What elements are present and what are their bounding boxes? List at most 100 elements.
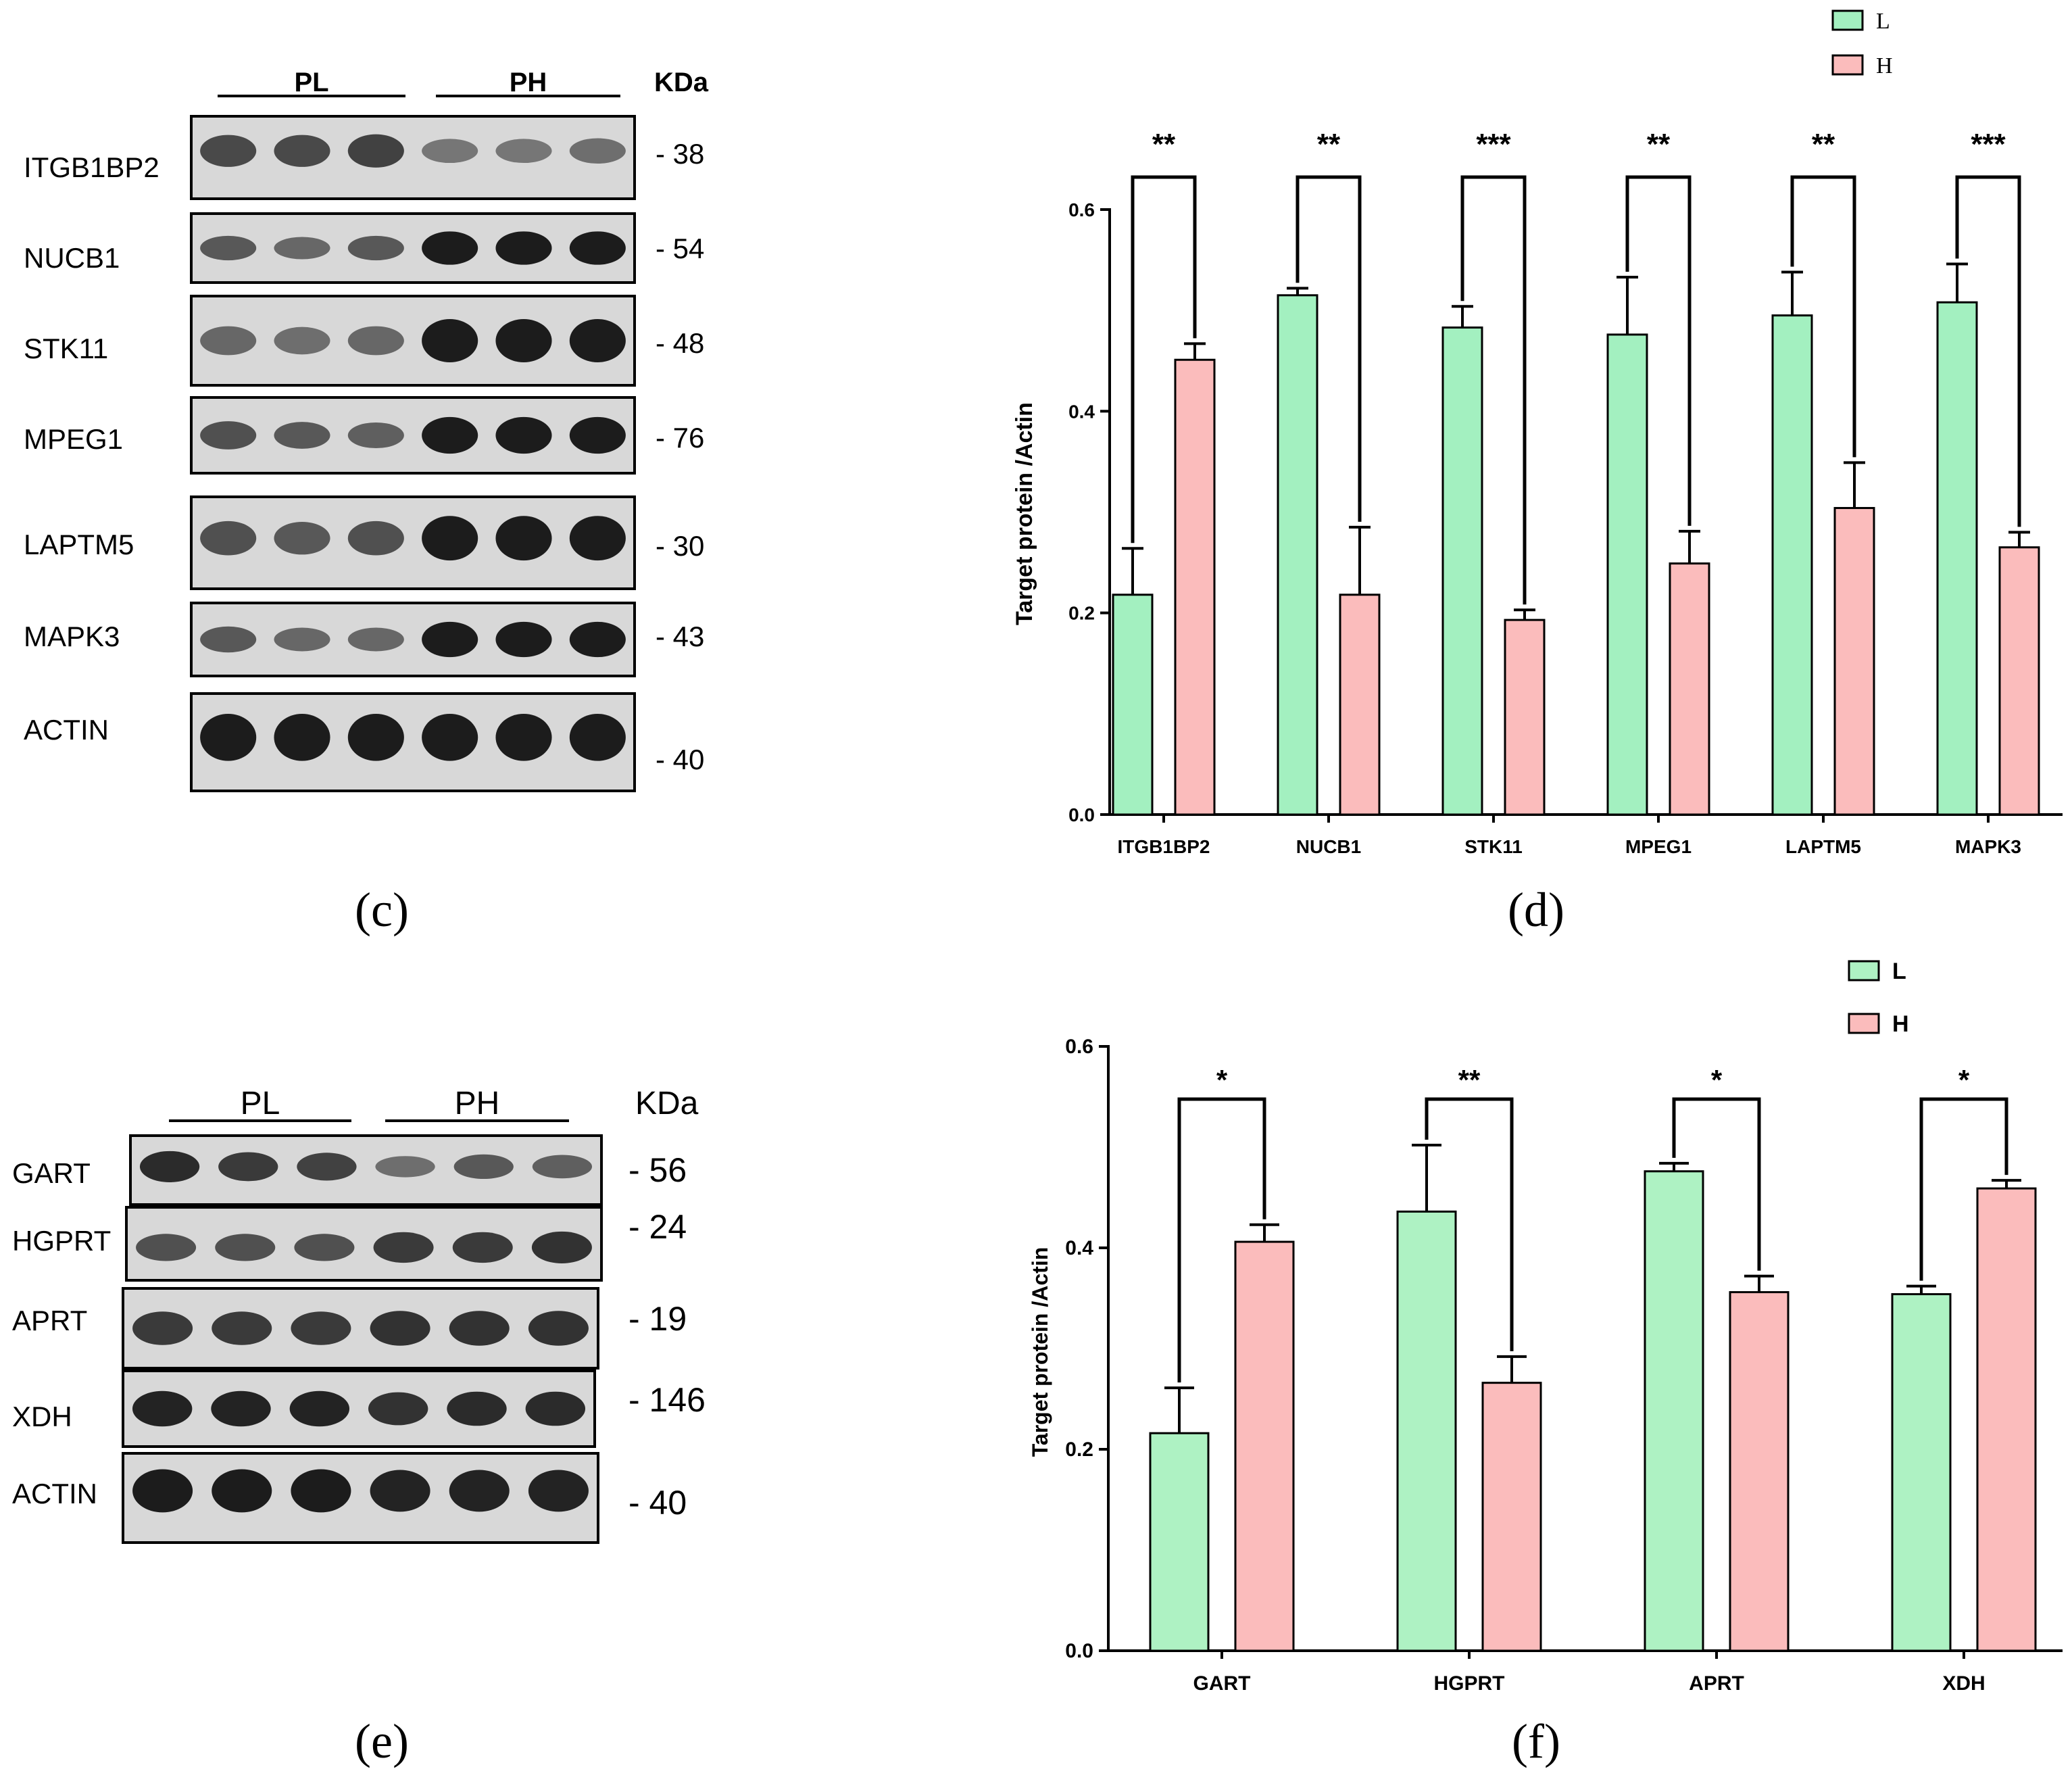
- band-mapk3-lane-4: [422, 621, 478, 658]
- panel-e-label: (e): [355, 1714, 409, 1768]
- protein-label-nucb1: NUCB1: [24, 242, 120, 274]
- band-stk11-lane-3: [347, 326, 404, 356]
- band-stk11-lane-2: [274, 326, 330, 355]
- band-xdh-lane-6: [525, 1391, 586, 1426]
- legend-swatch-h: [1848, 1013, 1880, 1034]
- significance-label-mpeg1: **: [1647, 128, 1671, 161]
- significance-label-xdh: *: [1958, 1064, 1970, 1096]
- band-nucb1-lane-4: [422, 231, 478, 265]
- band-actin-lane-5: [495, 713, 552, 761]
- significance-bracket-laptm5: [1790, 175, 1856, 458]
- y-tick-label: 0.4: [1068, 401, 1095, 422]
- band-mpeg1-lane-3: [347, 422, 404, 449]
- band-actin-lane-5: [449, 1470, 510, 1512]
- band-hgprt-lane-4: [373, 1232, 434, 1263]
- bar-l-xdh: [1891, 1293, 1952, 1652]
- band-laptm5-lane-1: [200, 520, 257, 556]
- blot-strip-xdh: [122, 1370, 596, 1448]
- protein-label-mpeg1: MPEG1: [24, 423, 123, 455]
- band-laptm5-lane-6: [569, 516, 626, 561]
- band-actin-lane-2: [212, 1469, 272, 1513]
- legend-swatch-h: [1831, 54, 1864, 76]
- panel-c-label: (c): [355, 883, 409, 937]
- bar-l-nucb1: [1277, 294, 1318, 816]
- panel-e-western-blot: PL PH KDa GART - 56 HGPRT - 24 APRT - 19 XDH - 146…: [12, 1086, 706, 1544]
- band-itgb1bp2-lane-6: [569, 138, 626, 164]
- protein-label-itgb1bp2: ITGB1BP2: [24, 151, 159, 183]
- band-laptm5-lane-2: [274, 521, 330, 555]
- x-tick-label-mapk3: MAPK3: [1955, 836, 2021, 857]
- band-hgprt-lane-5: [452, 1232, 513, 1263]
- y-axis-label: Target protein /Actin: [1028, 1247, 1052, 1457]
- band-itgb1bp2-lane-4: [422, 139, 478, 164]
- group-label-ph: PH: [455, 1086, 500, 1121]
- kda-header: KDa: [654, 68, 709, 97]
- band-stk11-lane-5: [495, 319, 552, 362]
- band-stk11-lane-6: [569, 319, 626, 362]
- significance-label-itgb1bp2: **: [1152, 128, 1176, 161]
- significance-bracket-gart: [1177, 1097, 1266, 1383]
- bar-h-laptm5: [1833, 507, 1875, 816]
- band-nucb1-lane-6: [569, 231, 626, 265]
- band-aprt-lane-1: [132, 1311, 193, 1345]
- band-stk11-lane-4: [422, 319, 478, 362]
- bar-h-mpeg1: [1669, 562, 1710, 816]
- significance-label-mapk3: ***: [1971, 128, 2006, 161]
- blot-strip-mpeg1: [190, 396, 636, 475]
- kda-value-itgb1bp2: - 38: [656, 138, 704, 170]
- kda-value-stk11: - 48: [656, 327, 704, 359]
- panel-d-bar-chart: 0.0 0.2 0.4 0.6 Target protein /Actin ITGB1BP…: [1012, 9, 2063, 857]
- band-gart-lane-6: [532, 1155, 593, 1179]
- band-mpeg1-lane-1: [200, 421, 257, 450]
- bar-l-mpeg1: [1606, 333, 1648, 816]
- bar-l-itgb1bp2: [1112, 594, 1154, 816]
- band-mapk3-lane-1: [200, 626, 257, 653]
- blot-strip-itgb1bp2: [190, 115, 636, 200]
- protein-label-mapk3: MAPK3: [24, 621, 120, 652]
- band-nucb1-lane-5: [495, 231, 552, 265]
- kda-value-actin: - 40: [628, 1484, 687, 1522]
- y-tick-label: 0.6: [1065, 1036, 1093, 1058]
- bar-h-hgprt: [1481, 1382, 1542, 1652]
- band-actin-lane-1: [200, 713, 257, 761]
- significance-bracket-xdh: [1919, 1097, 2008, 1281]
- band-mpeg1-lane-6: [569, 416, 626, 454]
- protein-label-laptm5: LAPTM5: [24, 529, 134, 560]
- band-xdh-lane-1: [132, 1390, 193, 1427]
- blot-strip-nucb1: [190, 212, 636, 284]
- panel-f-label: (f): [1512, 1714, 1560, 1768]
- group-label-pl: PL: [294, 68, 328, 97]
- kda-value-nucb1: - 54: [656, 233, 704, 264]
- significance-bracket-nucb1: [1296, 175, 1362, 522]
- significance-label-aprt: *: [1711, 1064, 1723, 1096]
- panel-c-western-blot: PL PH KDa ITGB1BP2 - 38 NUCB1 - 54 STK11 - 48 MPE…: [24, 68, 709, 792]
- band-aprt-lane-2: [212, 1311, 272, 1345]
- kda-value-actin: - 40: [656, 744, 704, 775]
- band-mpeg1-lane-2: [274, 422, 330, 449]
- y-tick-label: 0.0: [1068, 804, 1095, 825]
- band-xdh-lane-3: [289, 1390, 350, 1427]
- protein-label-stk11: STK11: [24, 333, 108, 364]
- band-gart-lane-5: [453, 1154, 514, 1180]
- bar-l-stk11: [1441, 326, 1483, 816]
- band-itgb1bp2-lane-3: [347, 134, 404, 168]
- band-actin-lane-4: [422, 713, 478, 761]
- band-xdh-lane-5: [447, 1391, 507, 1426]
- band-actin-lane-1: [132, 1469, 193, 1513]
- band-actin-lane-4: [370, 1470, 430, 1512]
- band-mapk3-lane-5: [495, 621, 552, 658]
- bar-l-laptm5: [1771, 314, 1813, 816]
- protein-label-aprt: APRT: [12, 1305, 87, 1336]
- blot-strip-hgprt: [125, 1206, 603, 1282]
- bar-h-aprt: [1729, 1291, 1790, 1652]
- protein-label-actin: ACTIN: [12, 1478, 97, 1509]
- band-hgprt-lane-1: [136, 1234, 197, 1261]
- band-actin-lane-6: [569, 713, 626, 761]
- band-mapk3-lane-2: [274, 627, 330, 652]
- band-hgprt-lane-3: [294, 1234, 355, 1261]
- band-aprt-lane-5: [449, 1311, 510, 1346]
- significance-bracket-stk11: [1460, 175, 1527, 605]
- bar-h-itgb1bp2: [1174, 358, 1216, 816]
- band-laptm5-lane-3: [347, 520, 404, 556]
